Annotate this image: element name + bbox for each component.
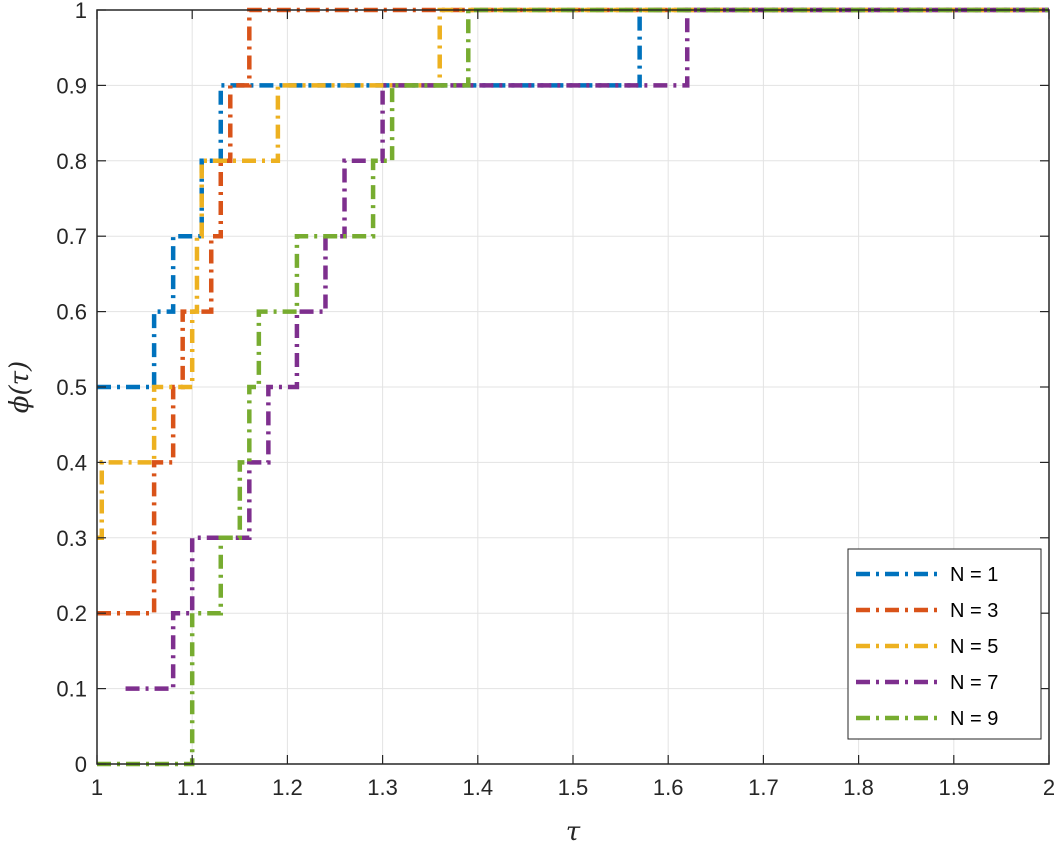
x-tick-label: 1.5: [558, 775, 589, 800]
y-tick-label: 0.3: [56, 526, 87, 551]
y-axis-ticks: 0 0.1 0.2 0.3 0.4 0.5 0.6 0.7 0.8 0.9 1: [56, 0, 1049, 777]
y-tick-label: 0.9: [56, 73, 87, 98]
series-lines: [97, 7, 1049, 767]
y-tick-label: 0.6: [56, 300, 87, 325]
x-tick-label: 1.3: [367, 775, 398, 800]
x-tick-label: 1.4: [463, 775, 494, 800]
series-line-n-3: [97, 7, 1049, 616]
legend: N = 1 N = 3 N = 5 N = 7 N = 9: [847, 548, 1042, 740]
legend-entry-label: N = 5: [950, 636, 998, 658]
legend-entry-label: N = 1: [950, 564, 998, 586]
x-tick-label: 1.2: [272, 775, 303, 800]
y-tick-label: 0.8: [56, 149, 87, 174]
x-tick-label: 1: [91, 775, 103, 800]
legend-entry-label: N = 9: [950, 708, 998, 730]
x-axis-ticks: 1 1.1 1.2 1.3 1.4 1.5 1.6 1.7 1.8 1.9 2: [91, 10, 1055, 800]
legend-entry-label: N = 3: [950, 600, 998, 622]
x-tick-label: 1.7: [748, 775, 779, 800]
x-axis-label: τ: [566, 817, 581, 847]
legend-entry-label: N = 7: [950, 672, 998, 694]
y-tick-label: 0.5: [56, 375, 87, 400]
x-tick-label: 1.6: [653, 775, 684, 800]
x-tick-label: 1.1: [177, 775, 208, 800]
series-line-n-9: [97, 7, 1049, 767]
legend-box: [847, 548, 1042, 740]
x-tick-label: 1.9: [939, 775, 970, 800]
y-tick-label: 0.1: [56, 677, 87, 702]
y-tick-label: 0.7: [56, 224, 87, 249]
y-tick-label: 0.4: [56, 450, 87, 475]
x-tick-label: 1.8: [843, 775, 874, 800]
y-tick-label: 0: [75, 752, 87, 777]
x-tick-label: 2: [1043, 775, 1055, 800]
y-tick-label: 1: [75, 0, 87, 23]
y-tick-label: 0.2: [56, 601, 87, 626]
series-line-n-7: [125, 7, 1049, 691]
y-axis-label: ϕ(τ): [5, 361, 35, 413]
